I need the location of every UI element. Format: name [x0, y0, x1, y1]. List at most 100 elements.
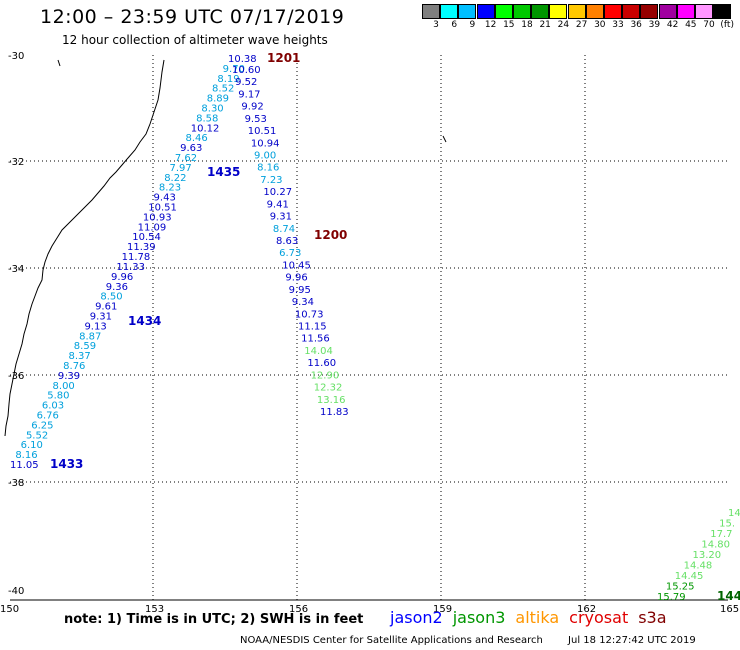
wave-height-value: 8.16 [257, 163, 279, 174]
page-title: 12:00 – 23:59 UTC 07/17/2019 [40, 6, 345, 28]
pass-time-label: 1435 [207, 165, 240, 179]
wave-height-value: 10.51 [148, 203, 177, 214]
wave-height-value: 11.56 [301, 334, 330, 345]
wave-height-value: 8.22 [164, 173, 186, 184]
longitude-label: 153 [145, 604, 164, 615]
legend-swatch [567, 4, 586, 19]
legend-label: 70 [703, 20, 715, 30]
page-footer: NOAA/NESDIS Center for Satellite Applica… [240, 635, 718, 646]
legend-label: 45 [685, 20, 697, 30]
latitude-label: -34 [8, 264, 24, 275]
longitude-label: 150 [0, 604, 19, 615]
wave-height-value: 9.63 [180, 143, 202, 154]
wave-height-value: 13.16 [317, 395, 346, 406]
wave-height-value: 12.32 [314, 383, 343, 394]
wave-height-value: 9.70 [223, 64, 245, 75]
wave-height-value: 9.41 [267, 199, 289, 210]
legend-label: 33 [612, 20, 624, 30]
wave-height-value: 10.45 [282, 260, 311, 271]
footnote: note: 1) Time is in UTC; 2) SWH is in fe… [64, 612, 364, 627]
legend-label: 9 [469, 20, 476, 30]
coastline-detail [442, 135, 447, 143]
axis-ticks: -30 -32 -34 -36 -38 -40 150 153 156 159 162 165 [0, 51, 739, 615]
wave-height-value: 17.7 [710, 529, 732, 540]
legend-swatch [513, 4, 531, 19]
satellite-label: altika [515, 608, 560, 627]
latitude-label: -40 [8, 586, 24, 597]
coastline [4, 59, 165, 437]
legend-label: 3 [433, 20, 439, 30]
wave-height-value: 9.39 [58, 371, 80, 382]
legend-swatch [422, 4, 440, 19]
wave-height-value: 9.52 [235, 77, 257, 88]
legend-swatch [458, 4, 477, 19]
generated-timestamp: Jul 18 12:27:42 UTC 2019 [568, 635, 696, 646]
wave-height-value: 9.36 [106, 282, 128, 293]
wave-height-value: 8.46 [185, 133, 207, 144]
legend-swatch [622, 4, 641, 19]
legend-swatch [476, 4, 495, 19]
wave-height-value: 9.96 [285, 273, 307, 284]
wave-height-value: 10.27 [263, 187, 292, 198]
legend-swatch [713, 4, 732, 19]
latitude-label: -32 [8, 157, 24, 168]
legend-swatch [695, 4, 713, 19]
wave-height-value: 9.43 [154, 193, 176, 204]
legend-label: 42 [666, 20, 679, 30]
wave-height-value: 8.23 [159, 183, 181, 194]
wave-height-value: 6.03 [42, 401, 64, 412]
wave-height-value: 14.04 [304, 346, 333, 357]
wave-height-value: 11.60 [307, 358, 336, 369]
legend-label: 12 [484, 20, 497, 30]
legend-swatch [604, 4, 622, 19]
map-grid [10, 55, 728, 601]
wave-height-value: 14 [728, 508, 740, 519]
wave-height-value: 11.05 [10, 460, 39, 471]
wave-height-value: 7.62 [175, 153, 197, 164]
satellite-label: s3a [638, 608, 667, 627]
pass-time-label: 144 [717, 589, 740, 603]
wave-height-value: 9.95 [289, 285, 311, 296]
wave-height-value: 8.87 [79, 331, 101, 342]
legend-swatch [494, 4, 513, 19]
wave-height-value: 8.58 [196, 113, 218, 124]
legend-swatch [531, 4, 550, 19]
wave-height-value: 6.73 [279, 248, 301, 259]
wave-height-value: 11.39 [127, 242, 156, 253]
wave-height-value: 12.90 [311, 370, 340, 381]
wave-height-value: 8.19 [217, 74, 239, 85]
longitude-label: 162 [577, 604, 596, 615]
wave-height-value: 14.48 [684, 561, 713, 572]
wave-height-value: 6.76 [37, 410, 59, 421]
wave-height-value: 14.45 [675, 571, 704, 582]
legend-swatch [549, 4, 568, 19]
wave-height-values: 10.389.708.198.528.898.308.5810.128.469.… [10, 54, 740, 603]
legend-swatch [640, 4, 659, 19]
wave-height-value: 9.31 [90, 311, 112, 322]
legend-label: 39 [648, 20, 661, 30]
wave-height-value: 10.73 [295, 309, 324, 320]
wave-height-value: 5.52 [26, 430, 48, 441]
pass-time-label: 1433 [50, 457, 83, 471]
latitude-label: -30 [8, 51, 24, 62]
wave-height-value: 11.15 [298, 322, 327, 333]
satellite-label: jason2 [390, 608, 443, 627]
legend-swatch [658, 4, 677, 19]
wave-height-value: 14.80 [701, 540, 730, 551]
longitude-label: 159 [433, 604, 452, 615]
wave-height-value: 15.79 [657, 592, 686, 603]
wave-height-value: 8.59 [74, 341, 96, 352]
wave-height-value: 9.31 [270, 212, 292, 223]
wave-height-value: 9.61 [95, 302, 117, 313]
wave-height-value: 9.53 [245, 114, 267, 125]
legend-swatch [676, 4, 695, 19]
legend-label: 21 [539, 20, 551, 30]
wave-height-value: 8.74 [273, 224, 295, 235]
wave-height-value: 10.60 [232, 65, 261, 76]
wave-height-value: 5.80 [47, 391, 69, 402]
legend-label: 18 [521, 20, 533, 30]
wave-height-value: 9.13 [84, 321, 106, 332]
wave-height-value: 10.54 [132, 232, 161, 243]
wave-height-value: 8.00 [53, 381, 75, 392]
